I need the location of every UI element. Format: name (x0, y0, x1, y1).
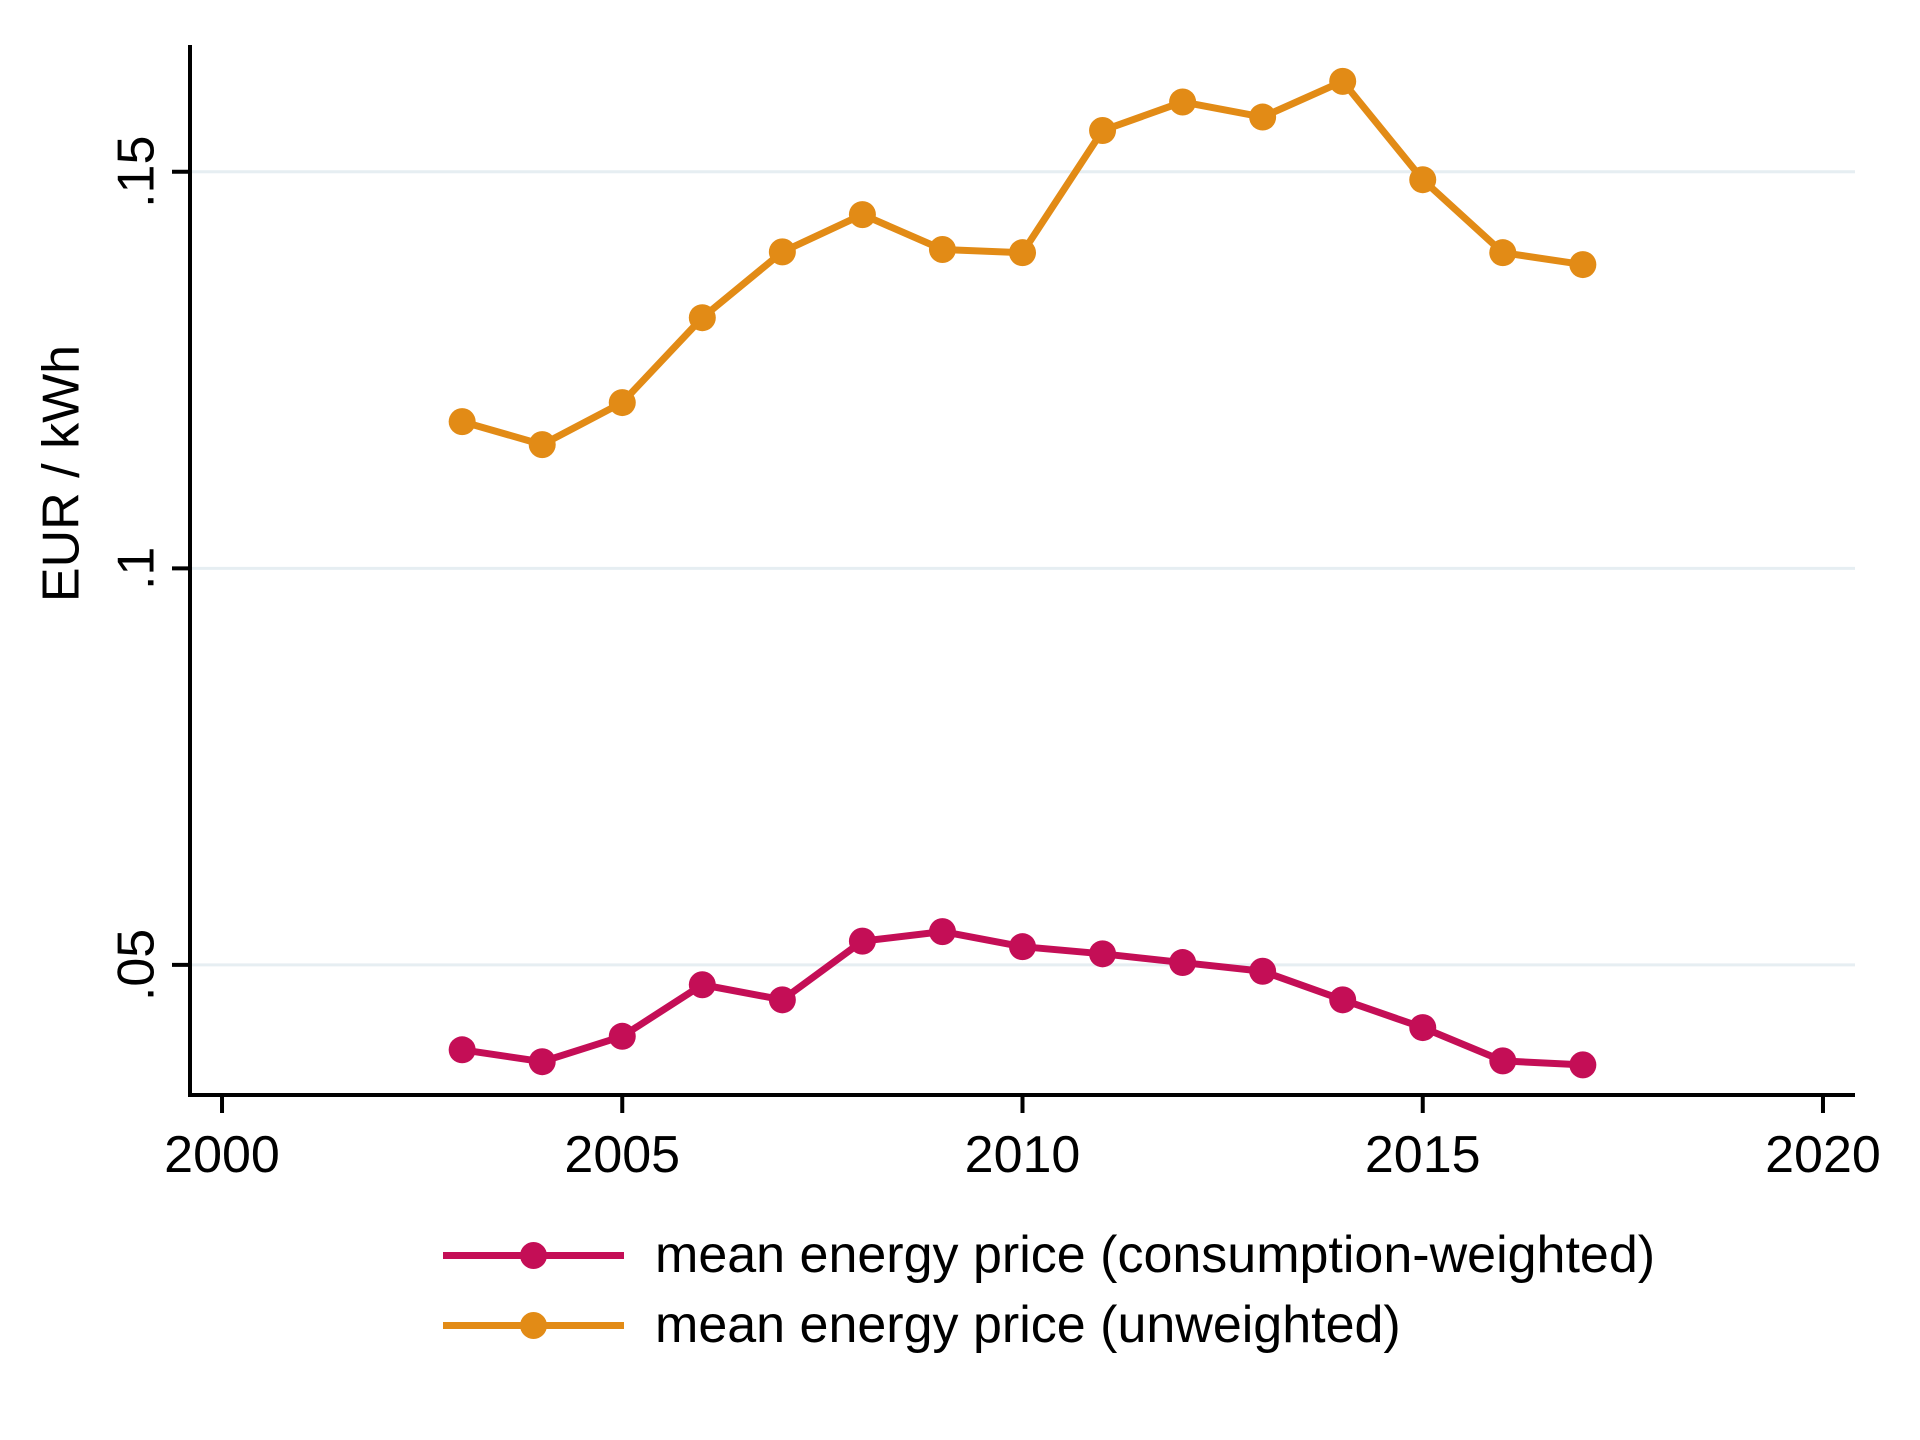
data-point-marker (1169, 949, 1197, 977)
y-tick-label: .05 (108, 929, 166, 1001)
data-point-marker (448, 1036, 476, 1064)
data-point-marker (1329, 67, 1357, 95)
data-point-marker (928, 235, 956, 263)
data-point-marker (1089, 117, 1117, 145)
data-point-marker (1089, 940, 1117, 968)
x-tick-label: 2015 (1365, 1126, 1481, 1184)
data-point-marker (608, 1022, 636, 1050)
data-point-marker (1329, 986, 1357, 1014)
data-point-marker (448, 408, 476, 436)
data-point-marker (1009, 933, 1036, 961)
legend-row-unweighted: mean energy price (unweighted) (443, 1290, 1655, 1360)
data-point-marker (848, 201, 876, 229)
y-tick-label: .15 (108, 136, 166, 208)
data-point-marker (1489, 1047, 1517, 1075)
legend-marker-dot (520, 1241, 547, 1269)
legend-row-consumption-weighted: mean energy price (consumption-weighted) (443, 1220, 1655, 1290)
x-tick-label: 2010 (965, 1126, 1081, 1184)
data-point-marker (1169, 88, 1197, 116)
data-point-marker (1569, 1051, 1597, 1079)
data-point-marker (1409, 1014, 1437, 1042)
legend-label-unweighted: mean energy price (unweighted) (655, 1296, 1401, 1354)
data-point-marker (1249, 957, 1277, 985)
data-point-marker (768, 986, 796, 1014)
data-point-marker (928, 918, 956, 946)
data-point-marker (528, 431, 556, 459)
data-point-marker (688, 971, 716, 999)
data-point-marker (1409, 166, 1437, 194)
data-point-marker (848, 927, 876, 955)
x-tick-label: 2000 (164, 1126, 280, 1184)
data-point-marker (528, 1048, 556, 1076)
legend-sample-unweighted (443, 1310, 624, 1340)
data-point-marker (1569, 251, 1597, 279)
data-point-marker (608, 389, 636, 417)
legend-label-consumption-weighted: mean energy price (consumption-weighted) (655, 1226, 1656, 1284)
legend: mean energy price (consumption-weighted)… (443, 1220, 1655, 1360)
data-point-marker (1249, 103, 1277, 131)
legend-sample-consumption-weighted (443, 1240, 624, 1270)
data-point-marker (688, 304, 716, 332)
data-point-marker (1009, 239, 1036, 267)
legend-marker-dot (520, 1311, 547, 1339)
x-tick-label: 2005 (564, 1126, 680, 1184)
y-tick-label: .1 (108, 547, 166, 590)
y-axis-title: EUR / kWh (33, 345, 91, 602)
data-point-marker (1489, 239, 1517, 267)
data-point-marker (768, 238, 796, 266)
x-tick-label: 2020 (1765, 1126, 1881, 1184)
